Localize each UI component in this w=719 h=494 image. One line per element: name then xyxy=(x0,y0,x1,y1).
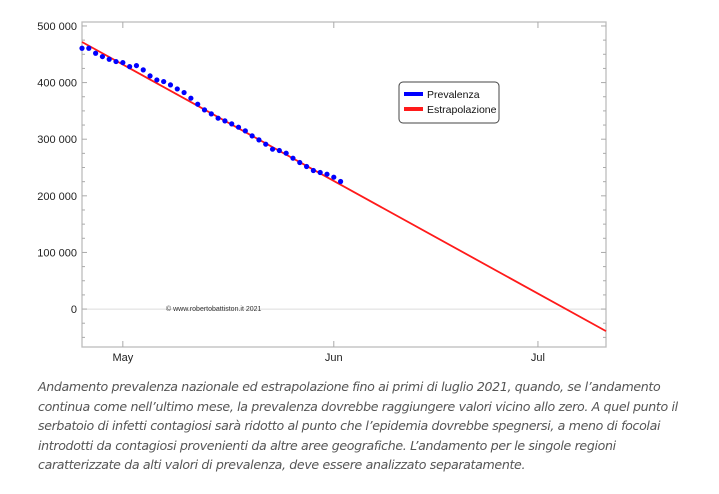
prevalence-point xyxy=(303,163,310,170)
caption-line: Andamento prevalenza nazionale ed estrap… xyxy=(38,379,661,394)
prevalence-point xyxy=(161,78,167,85)
prevalence-point xyxy=(181,89,187,96)
prevalence-point xyxy=(86,45,92,51)
caption-line: introdotti da contagiosi provenienti da … xyxy=(38,437,616,453)
prevalence-point xyxy=(127,64,133,70)
legend-label: Prevalenza xyxy=(427,89,480,101)
prevalence-point xyxy=(120,59,126,66)
prevalence-chart: 0 100 000 200 000 300 000 400 000 500 000 May J… xyxy=(37,21,607,364)
prevalence-point xyxy=(283,150,289,156)
prevalence-point xyxy=(215,115,221,121)
copyright-annotation: © www.robertobattiston.it 2021 xyxy=(166,305,262,313)
y-tick-label: 200 000 xyxy=(37,191,77,203)
prevalence-point xyxy=(337,178,344,185)
caption-line: continua come nell’ultimo mese, la preva… xyxy=(38,398,678,414)
prevalence-point xyxy=(167,82,174,88)
prevalence-point xyxy=(263,141,269,147)
prevalence-point xyxy=(235,124,242,130)
legend-box xyxy=(398,81,500,124)
prevalence-point xyxy=(79,45,85,51)
prevalence-point xyxy=(93,50,99,56)
prevalence-point xyxy=(140,67,146,73)
prevalence-point xyxy=(297,159,303,166)
prevalence-point xyxy=(222,118,228,124)
prevalence-point xyxy=(229,121,235,127)
prevalence-point xyxy=(147,73,153,79)
x-tick-label: Jul xyxy=(531,352,545,364)
figure-caption: Andamento prevalenza nazionale ed estrap… xyxy=(38,377,698,475)
prevalence-point xyxy=(317,169,323,176)
prevalence-point xyxy=(201,107,208,113)
prevalence-point xyxy=(249,133,255,139)
prevalence-point xyxy=(113,58,119,65)
prevalence-point xyxy=(106,56,112,62)
prevalence-point xyxy=(208,111,214,117)
prevalence-point xyxy=(324,171,330,177)
plot-frame xyxy=(81,21,607,348)
y-tick-label: 0 xyxy=(71,304,77,316)
prevalence-point xyxy=(99,53,106,60)
prevalence-point xyxy=(195,101,201,107)
prevalence-point xyxy=(174,86,180,92)
prevalence-point xyxy=(290,155,296,161)
prevalence-point xyxy=(331,174,337,180)
prevalence-point xyxy=(154,77,160,83)
y-tick-label: 400 000 xyxy=(37,78,77,90)
prevalence-point xyxy=(269,146,276,152)
x-tick-label: May xyxy=(112,352,133,364)
extrapolation-line xyxy=(81,41,607,332)
prevalence-point xyxy=(242,128,248,134)
y-tick-label: 100 000 xyxy=(37,247,77,259)
prevalence-point xyxy=(276,147,282,154)
caption-line: serbatoio di infetti contagiosi sarà rid… xyxy=(38,418,661,434)
y-tick-label: 300 000 xyxy=(37,134,77,146)
prevalence-point xyxy=(188,95,194,101)
caption-line: caratterizzate da alti valori di prevale… xyxy=(38,457,526,473)
y-tick-label: 500 000 xyxy=(37,21,77,33)
prevalence-point xyxy=(256,137,262,143)
x-tick-label: Jun xyxy=(325,352,343,364)
prevalence-point xyxy=(310,167,316,174)
prevalence-point xyxy=(133,62,140,69)
legend-label: Estrapolazione xyxy=(427,104,497,116)
